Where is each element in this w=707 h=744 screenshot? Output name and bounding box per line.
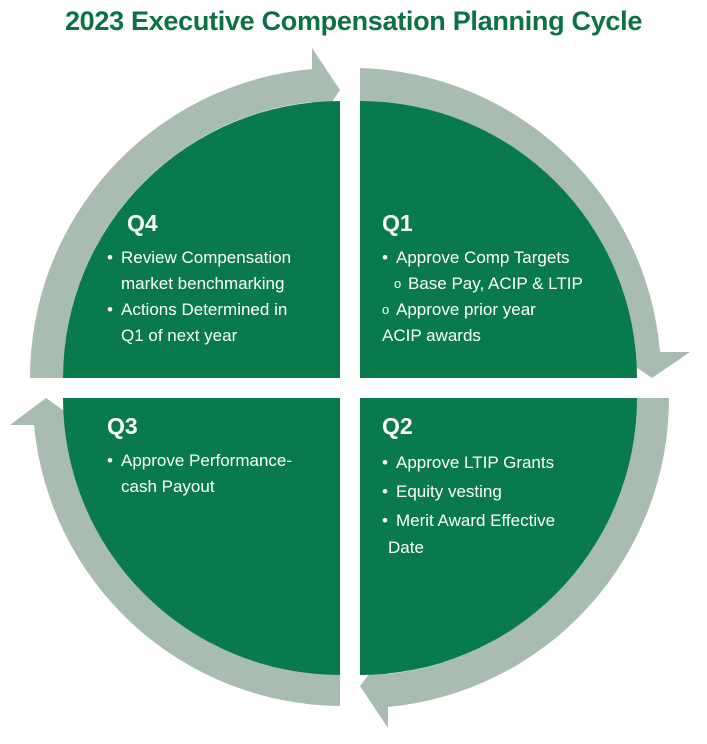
q4-item: • Actions Determined in [107, 300, 288, 319]
q2-item: • Merit Award Effective [382, 511, 556, 530]
diagram-title: 2023 Executive Compensation Planning Cyc… [64, 6, 643, 36]
q1-item: o Approve prior year [382, 300, 536, 319]
q2-arrow [360, 398, 670, 728]
q2-panel: Q2 • Approve LTIP Grants • Equity vesting … [382, 413, 555, 561]
q4-label: Q4 [127, 210, 158, 236]
q2-item: Date [388, 538, 424, 557]
q2-sector [360, 398, 637, 675]
q3-sector [63, 398, 340, 675]
q4-item: market benchmarking [121, 274, 285, 293]
q4-item: • Review Compensation [107, 248, 292, 267]
q3-arrow [10, 398, 340, 706]
q4-sector [63, 101, 340, 378]
q3-item: cash Payout [121, 477, 215, 496]
q1-panel: Q1 • Approve Comp Targets o Base Pay, ACIP… [382, 210, 583, 349]
q3-label: Q3 [107, 413, 138, 439]
q1-arrow [360, 68, 690, 378]
q2-label: Q2 [382, 413, 413, 439]
q1-item: ACIP awards [382, 326, 481, 345]
q3-panel: Q3 • Approve Performance- cash Payout [107, 413, 292, 500]
q4-arrow [29, 48, 341, 378]
q4-panel: Q4 • Review Compensation market benchmark… [107, 210, 291, 349]
q2-item: • Approve LTIP Grants [382, 453, 555, 472]
q1-sector [360, 101, 637, 378]
q4-item: Q1 of next year [121, 326, 238, 345]
q3-item: • Approve Performance- [107, 451, 293, 470]
q2-item: • Equity vesting [382, 482, 502, 501]
q1-item: • Approve Comp Targets [382, 248, 570, 267]
q1-subitem: o Base Pay, ACIP & LTIP [394, 274, 583, 293]
q1-label: Q1 [382, 210, 413, 236]
